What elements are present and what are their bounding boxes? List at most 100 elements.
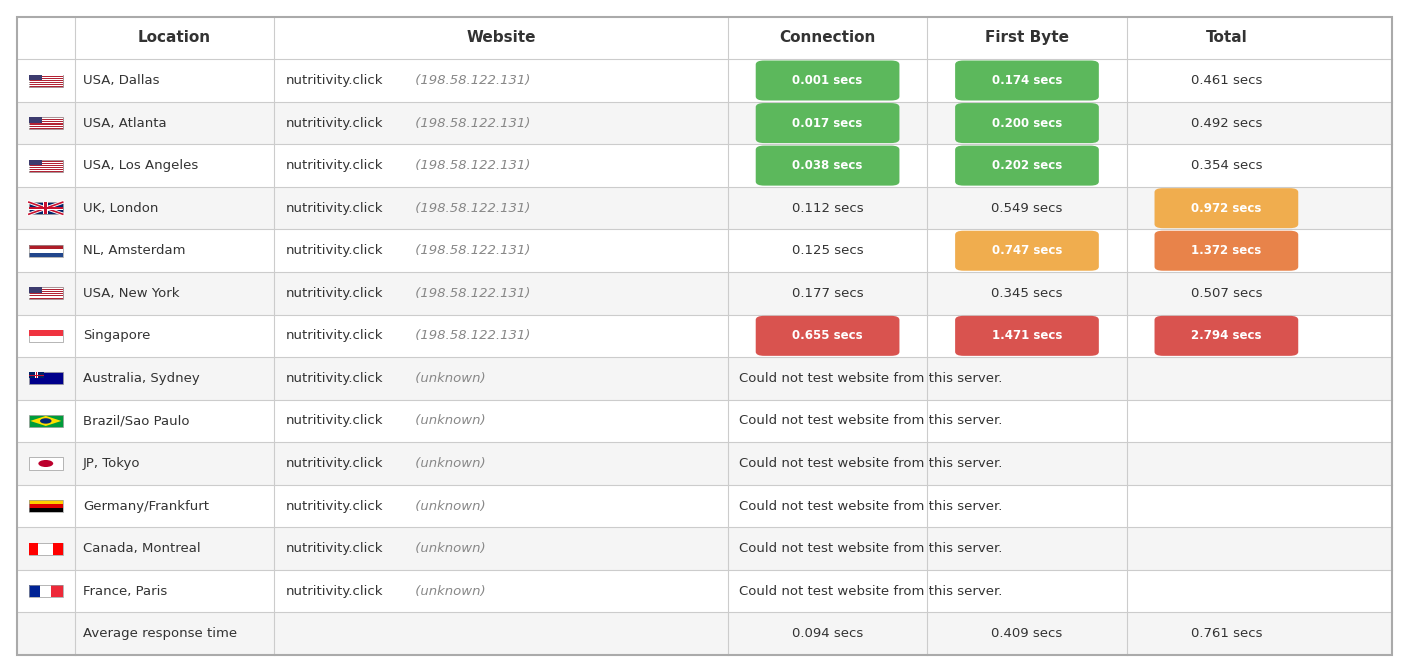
Text: 0.345 secs: 0.345 secs bbox=[991, 287, 1062, 299]
FancyBboxPatch shape bbox=[28, 375, 44, 376]
Text: France, Paris: France, Paris bbox=[83, 585, 168, 598]
Text: nutritivity.click: nutritivity.click bbox=[286, 159, 383, 172]
FancyBboxPatch shape bbox=[955, 61, 1099, 101]
FancyBboxPatch shape bbox=[28, 121, 62, 123]
FancyBboxPatch shape bbox=[28, 117, 42, 123]
FancyBboxPatch shape bbox=[28, 287, 62, 299]
FancyBboxPatch shape bbox=[17, 357, 1392, 400]
FancyBboxPatch shape bbox=[1154, 231, 1298, 271]
Text: 0.017 secs: 0.017 secs bbox=[792, 117, 862, 129]
FancyBboxPatch shape bbox=[28, 585, 39, 597]
FancyBboxPatch shape bbox=[1154, 188, 1298, 228]
FancyBboxPatch shape bbox=[17, 102, 1392, 144]
FancyBboxPatch shape bbox=[955, 231, 1099, 271]
FancyBboxPatch shape bbox=[17, 144, 1392, 187]
Text: Could not test website from this server.: Could not test website from this server. bbox=[740, 372, 1003, 385]
Text: Could not test website from this server.: Could not test website from this server. bbox=[740, 500, 1003, 512]
Text: 0.409 secs: 0.409 secs bbox=[992, 627, 1062, 640]
FancyBboxPatch shape bbox=[44, 202, 48, 214]
Text: NL, Amsterdam: NL, Amsterdam bbox=[83, 244, 186, 257]
FancyBboxPatch shape bbox=[28, 290, 62, 291]
FancyBboxPatch shape bbox=[28, 297, 62, 298]
Text: Could not test website from this server.: Could not test website from this server. bbox=[740, 414, 1003, 428]
FancyBboxPatch shape bbox=[28, 202, 62, 214]
FancyBboxPatch shape bbox=[28, 164, 62, 165]
FancyBboxPatch shape bbox=[28, 543, 62, 554]
FancyBboxPatch shape bbox=[17, 229, 1392, 272]
Text: Website: Website bbox=[466, 31, 535, 45]
FancyBboxPatch shape bbox=[35, 372, 38, 378]
Text: 0.461 secs: 0.461 secs bbox=[1191, 74, 1262, 87]
FancyBboxPatch shape bbox=[28, 207, 62, 209]
FancyBboxPatch shape bbox=[28, 245, 62, 249]
Text: 0.038 secs: 0.038 secs bbox=[792, 159, 862, 172]
FancyBboxPatch shape bbox=[17, 612, 1392, 655]
Text: nutritivity.click: nutritivity.click bbox=[286, 457, 383, 470]
Text: (unknown): (unknown) bbox=[411, 542, 486, 555]
FancyBboxPatch shape bbox=[28, 253, 62, 257]
FancyBboxPatch shape bbox=[28, 166, 62, 167]
FancyBboxPatch shape bbox=[17, 272, 1392, 315]
Text: (198.58.122.131): (198.58.122.131) bbox=[411, 287, 530, 299]
Text: 0.001 secs: 0.001 secs bbox=[792, 74, 862, 87]
FancyBboxPatch shape bbox=[28, 295, 62, 297]
FancyBboxPatch shape bbox=[54, 543, 62, 554]
Text: First Byte: First Byte bbox=[985, 31, 1069, 45]
Text: 0.202 secs: 0.202 secs bbox=[992, 159, 1062, 172]
Text: Total: Total bbox=[1206, 31, 1247, 45]
Text: 0.177 secs: 0.177 secs bbox=[792, 287, 864, 299]
FancyBboxPatch shape bbox=[28, 162, 62, 163]
Text: Could not test website from this server.: Could not test website from this server. bbox=[740, 457, 1003, 470]
Text: 0.549 secs: 0.549 secs bbox=[992, 201, 1062, 215]
Text: (198.58.122.131): (198.58.122.131) bbox=[411, 74, 530, 87]
FancyBboxPatch shape bbox=[28, 508, 62, 512]
FancyBboxPatch shape bbox=[28, 83, 62, 84]
FancyBboxPatch shape bbox=[755, 316, 899, 356]
Text: 0.174 secs: 0.174 secs bbox=[992, 74, 1062, 87]
Text: nutritivity.click: nutritivity.click bbox=[286, 74, 383, 87]
Text: Location: Location bbox=[138, 31, 211, 45]
FancyBboxPatch shape bbox=[28, 125, 62, 126]
FancyBboxPatch shape bbox=[17, 442, 1392, 485]
Text: 0.354 secs: 0.354 secs bbox=[1191, 159, 1262, 172]
Text: nutritivity.click: nutritivity.click bbox=[286, 414, 383, 428]
Text: Brazil/Sao Paulo: Brazil/Sao Paulo bbox=[83, 414, 190, 428]
Text: 0.507 secs: 0.507 secs bbox=[1191, 287, 1262, 299]
Text: Connection: Connection bbox=[779, 31, 876, 45]
Text: nutritivity.click: nutritivity.click bbox=[286, 585, 383, 598]
FancyBboxPatch shape bbox=[28, 288, 62, 289]
FancyBboxPatch shape bbox=[44, 202, 48, 214]
Text: USA, Dallas: USA, Dallas bbox=[83, 74, 159, 87]
FancyBboxPatch shape bbox=[755, 103, 899, 143]
FancyBboxPatch shape bbox=[28, 75, 62, 76]
FancyBboxPatch shape bbox=[28, 500, 62, 504]
FancyBboxPatch shape bbox=[17, 485, 1392, 528]
Text: nutritivity.click: nutritivity.click bbox=[286, 542, 383, 555]
Text: (unknown): (unknown) bbox=[411, 585, 486, 598]
FancyBboxPatch shape bbox=[28, 75, 62, 87]
FancyBboxPatch shape bbox=[28, 75, 42, 80]
FancyBboxPatch shape bbox=[28, 77, 62, 78]
Text: 1.372 secs: 1.372 secs bbox=[1191, 244, 1261, 257]
FancyBboxPatch shape bbox=[17, 528, 1392, 570]
FancyBboxPatch shape bbox=[17, 17, 1392, 59]
FancyBboxPatch shape bbox=[28, 292, 62, 293]
FancyBboxPatch shape bbox=[51, 585, 62, 597]
FancyBboxPatch shape bbox=[28, 168, 62, 169]
Text: nutritivity.click: nutritivity.click bbox=[286, 201, 383, 215]
Text: UK, London: UK, London bbox=[83, 201, 158, 215]
Text: nutritivity.click: nutritivity.click bbox=[286, 500, 383, 512]
Text: (unknown): (unknown) bbox=[411, 372, 486, 385]
Text: 0.200 secs: 0.200 secs bbox=[992, 117, 1062, 129]
Text: Singapore: Singapore bbox=[83, 329, 151, 342]
Text: 0.761 secs: 0.761 secs bbox=[1191, 627, 1262, 640]
Text: Average response time: Average response time bbox=[83, 627, 237, 640]
Text: 0.492 secs: 0.492 secs bbox=[1191, 117, 1262, 129]
Text: 0.125 secs: 0.125 secs bbox=[792, 244, 864, 257]
Text: USA, New York: USA, New York bbox=[83, 287, 179, 299]
Text: USA, Los Angeles: USA, Los Angeles bbox=[83, 159, 199, 172]
Text: (unknown): (unknown) bbox=[411, 414, 486, 428]
FancyBboxPatch shape bbox=[28, 81, 62, 82]
FancyBboxPatch shape bbox=[28, 415, 62, 427]
FancyBboxPatch shape bbox=[28, 117, 62, 129]
